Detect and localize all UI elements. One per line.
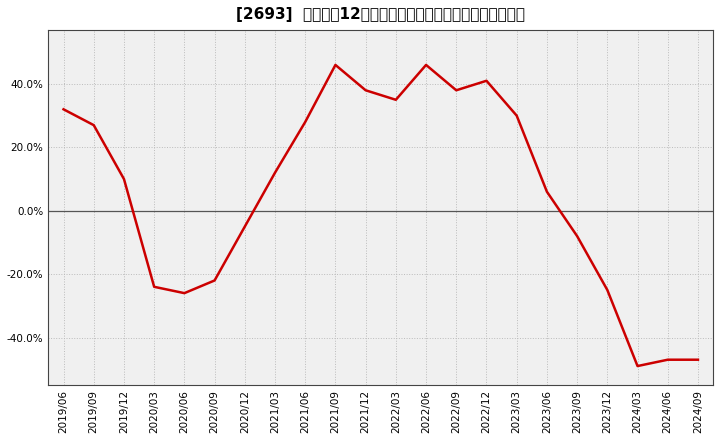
Title: [2693]  売上高の12か月移動合計の対前年同期増減率の推移: [2693] 売上高の12か月移動合計の対前年同期増減率の推移 xyxy=(236,7,526,22)
